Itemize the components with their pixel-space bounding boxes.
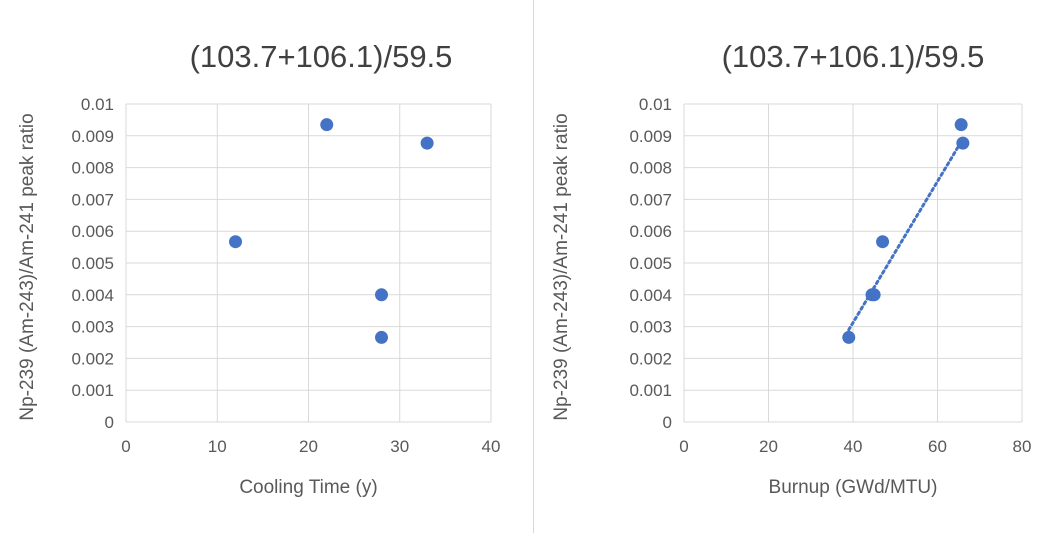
x-tick-label: 20 <box>759 437 778 456</box>
y-tick-label: 0 <box>663 413 672 432</box>
y-tick-label: 0.006 <box>629 222 672 241</box>
x-tick-label: 10 <box>208 437 227 456</box>
y-tick-label: 0.005 <box>629 254 672 273</box>
y-tick-label: 0.005 <box>71 254 114 273</box>
data-point <box>320 118 334 132</box>
y-tick-label: 0.009 <box>629 127 672 146</box>
y-tick-label: 0.01 <box>81 95 114 114</box>
y-tick-label: 0.001 <box>629 381 672 400</box>
y-tick-label: 0.009 <box>71 127 114 146</box>
y-tick-label: 0.006 <box>71 222 114 241</box>
x-tick-label: 30 <box>390 437 409 456</box>
y-tick-label: 0.004 <box>71 286 114 305</box>
y-tick-label: 0.002 <box>71 349 114 368</box>
data-point <box>954 118 968 132</box>
x-tick-label: 80 <box>1013 437 1032 456</box>
x-tick-label: 20 <box>299 437 318 456</box>
chart-title: (103.7+106.1)/59.5 <box>190 39 453 74</box>
y-tick-label: 0.003 <box>629 318 672 337</box>
chart-cooling-time: (103.7+106.1)/59.5 0 0.001 0.002 0.003 0.004 0… <box>17 39 501 498</box>
y-axis-label: Np-239 (Am-243)/Am-241 peak ratio <box>17 113 38 420</box>
data-point <box>229 235 242 249</box>
data-point <box>420 136 434 150</box>
x-axis-label: Cooling Time (y) <box>239 477 377 498</box>
y-tick-label: 0.007 <box>71 190 114 209</box>
x-axis-label: Burnup (GWd/MTU) <box>769 477 938 498</box>
chart-cooling-time-svg: (103.7+106.1)/59.5 0 0.001 0.002 0.003 0.004 0… <box>17 39 501 498</box>
data-point <box>375 288 388 302</box>
y-tick-label: 0 <box>105 413 114 432</box>
data-point <box>375 330 388 344</box>
y-tick-label: 0.004 <box>629 286 672 305</box>
x-tick-label: 40 <box>482 437 501 456</box>
data-point <box>865 288 879 302</box>
y-tick-label: 0.008 <box>71 159 114 178</box>
panel-divider <box>533 0 534 533</box>
x-tick-label: 0 <box>679 437 688 456</box>
chart-burnup-svg: (103.7+106.1)/59.5 0 0.001 0.002 0.003 0.004 0… <box>551 39 1032 498</box>
chart-title: (103.7+106.1)/59.5 <box>722 39 985 74</box>
chart-burnup: (103.7+106.1)/59.5 0 0.001 0.002 0.003 0.004 0… <box>534 0 1062 533</box>
data-point <box>842 330 856 344</box>
y-axis-label: Np-239 (Am-243)/Am-241 peak ratio <box>551 113 572 420</box>
y-tick-label: 0.008 <box>629 159 672 178</box>
y-tick-label: 0.001 <box>71 381 114 400</box>
x-tick-label: 40 <box>844 437 863 456</box>
x-tick-label: 0 <box>121 437 130 456</box>
y-tick-label: 0.003 <box>71 318 114 337</box>
data-point <box>876 235 890 249</box>
data-point <box>956 136 970 150</box>
y-tick-label: 0.01 <box>639 95 672 114</box>
y-tick-label: 0.007 <box>629 190 672 209</box>
y-tick-label: 0.002 <box>629 349 672 368</box>
x-tick-label: 60 <box>928 437 947 456</box>
